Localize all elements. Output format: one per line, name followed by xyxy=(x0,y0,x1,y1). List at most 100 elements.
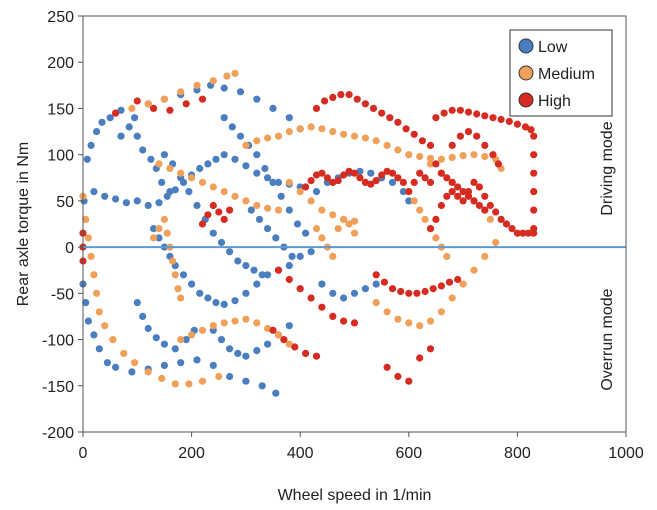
high-point-71 xyxy=(443,192,451,200)
legend: Low Medium High xyxy=(509,29,613,117)
high-point-78 xyxy=(481,192,489,200)
low-point-106 xyxy=(367,169,375,177)
medium-point-96 xyxy=(426,317,435,325)
medium-point-101 xyxy=(481,252,489,260)
legend-label-medium: Medium xyxy=(538,66,595,83)
high-point-115 xyxy=(340,317,348,325)
high-point-49 xyxy=(432,114,440,122)
high-point-14 xyxy=(226,206,234,214)
medium-point-27 xyxy=(166,164,174,173)
high-point-63 xyxy=(530,151,538,159)
low-point-90 xyxy=(220,114,228,122)
low-point-67 xyxy=(212,299,220,307)
low-point-52 xyxy=(242,162,250,170)
high-point-88 xyxy=(432,160,440,168)
high-point-91 xyxy=(448,178,456,186)
medium-point-50 xyxy=(209,322,217,330)
y-tick-label-8: 200 xyxy=(47,55,74,72)
medium-point-94 xyxy=(405,319,413,327)
high-point-45 xyxy=(402,125,410,133)
low-point-68 xyxy=(220,300,228,308)
high-point-17 xyxy=(312,171,321,179)
medium-point-71 xyxy=(383,141,391,149)
medium-point-23 xyxy=(209,77,217,85)
high-point-89 xyxy=(437,169,445,177)
low-point-87 xyxy=(242,262,250,270)
medium-point-106 xyxy=(421,215,429,223)
medium-point-60 xyxy=(264,134,272,142)
low-point-29 xyxy=(177,359,185,367)
medium-point-77 xyxy=(448,153,456,161)
medium-point-48 xyxy=(188,331,196,339)
medium-point-43 xyxy=(169,257,177,265)
high-point-29 xyxy=(378,171,386,179)
high-point-102 xyxy=(405,289,413,297)
high-point-135 xyxy=(410,178,418,186)
high-point-116 xyxy=(350,319,359,327)
low-point-147 xyxy=(166,188,174,196)
high-point-32 xyxy=(394,174,402,182)
medium-point-54 xyxy=(253,319,261,327)
high-point-129 xyxy=(464,128,473,136)
low-point-53 xyxy=(253,169,261,177)
high-point-95 xyxy=(470,197,478,205)
low-point-1 xyxy=(83,155,91,163)
high-point-79 xyxy=(486,201,494,210)
high-point-126 xyxy=(426,345,435,353)
high-point-36 xyxy=(329,93,337,101)
low-point-142 xyxy=(133,132,141,140)
medium-point-97 xyxy=(437,308,445,316)
medium-point-15 xyxy=(198,377,207,385)
low-point-48 xyxy=(204,160,212,168)
medium-point-19 xyxy=(144,100,152,108)
high-point-120 xyxy=(302,349,310,357)
medium-point-8 xyxy=(109,336,117,344)
y-tick-label-3: -50 xyxy=(51,286,74,303)
high-point-59 xyxy=(513,120,522,128)
low-point-51 xyxy=(231,155,239,163)
medium-point-4 xyxy=(90,271,98,279)
medium-point-49 xyxy=(198,326,207,334)
medium-point-9 xyxy=(120,349,128,357)
low-point-101 xyxy=(312,188,321,196)
medium-point-30 xyxy=(198,178,207,186)
legend-marker-high xyxy=(518,92,534,108)
low-point-69 xyxy=(231,297,239,305)
high-point-53 xyxy=(464,108,473,116)
high-point-82 xyxy=(502,220,511,228)
medium-point-44 xyxy=(171,271,179,279)
legend-label-low: Low xyxy=(538,39,568,56)
medium-point-1 xyxy=(82,215,90,223)
high-point-127 xyxy=(448,141,456,149)
high-point-25 xyxy=(356,174,364,182)
low-point-125 xyxy=(226,345,234,353)
high-point-124 xyxy=(405,377,413,385)
medium-point-123 xyxy=(340,215,348,223)
high-point-133 xyxy=(494,160,502,168)
low-point-144 xyxy=(147,155,155,163)
medium-point-33 xyxy=(231,192,239,200)
medium-point-36 xyxy=(264,204,272,212)
high-point-52 xyxy=(456,106,464,114)
low-point-65 xyxy=(196,289,204,297)
high-point-10 xyxy=(204,211,212,219)
high-point-96 xyxy=(475,201,483,210)
high-point-109 xyxy=(274,266,283,274)
high-point-50 xyxy=(440,109,448,117)
low-point-86 xyxy=(234,257,242,265)
high-point-114 xyxy=(329,312,337,320)
high-point-113 xyxy=(318,303,326,311)
high-point-19 xyxy=(323,174,331,182)
overrun-mode-label: Overrun mode xyxy=(599,288,616,390)
high-point-112 xyxy=(307,294,315,302)
high-point-4 xyxy=(133,97,141,105)
medium-point-119 xyxy=(296,188,304,196)
high-point-15 xyxy=(302,183,310,191)
high-point-97 xyxy=(481,206,489,214)
medium-point-76 xyxy=(437,155,445,163)
medium-point-26 xyxy=(155,160,163,168)
medium-point-25 xyxy=(231,69,239,77)
plot-frame xyxy=(82,15,627,433)
y-tick-label-1: -150 xyxy=(42,379,74,396)
high-point-85 xyxy=(519,229,527,237)
